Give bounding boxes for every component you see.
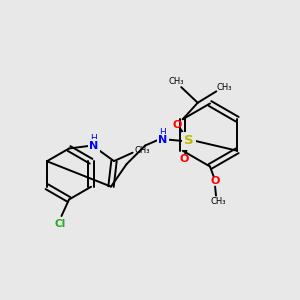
Text: O: O [173,119,182,130]
Text: Cl: Cl [54,219,66,230]
Text: CH₃: CH₃ [134,146,150,155]
Text: O: O [210,176,220,187]
Text: N: N [158,135,167,145]
Text: H: H [159,128,166,137]
Text: S: S [184,134,194,148]
Text: CH₃: CH₃ [169,76,184,85]
Text: H: H [91,134,97,142]
Text: CH₃: CH₃ [210,196,226,206]
Text: CH₃: CH₃ [217,83,233,92]
Text: O: O [180,154,189,164]
Text: N: N [89,140,98,151]
